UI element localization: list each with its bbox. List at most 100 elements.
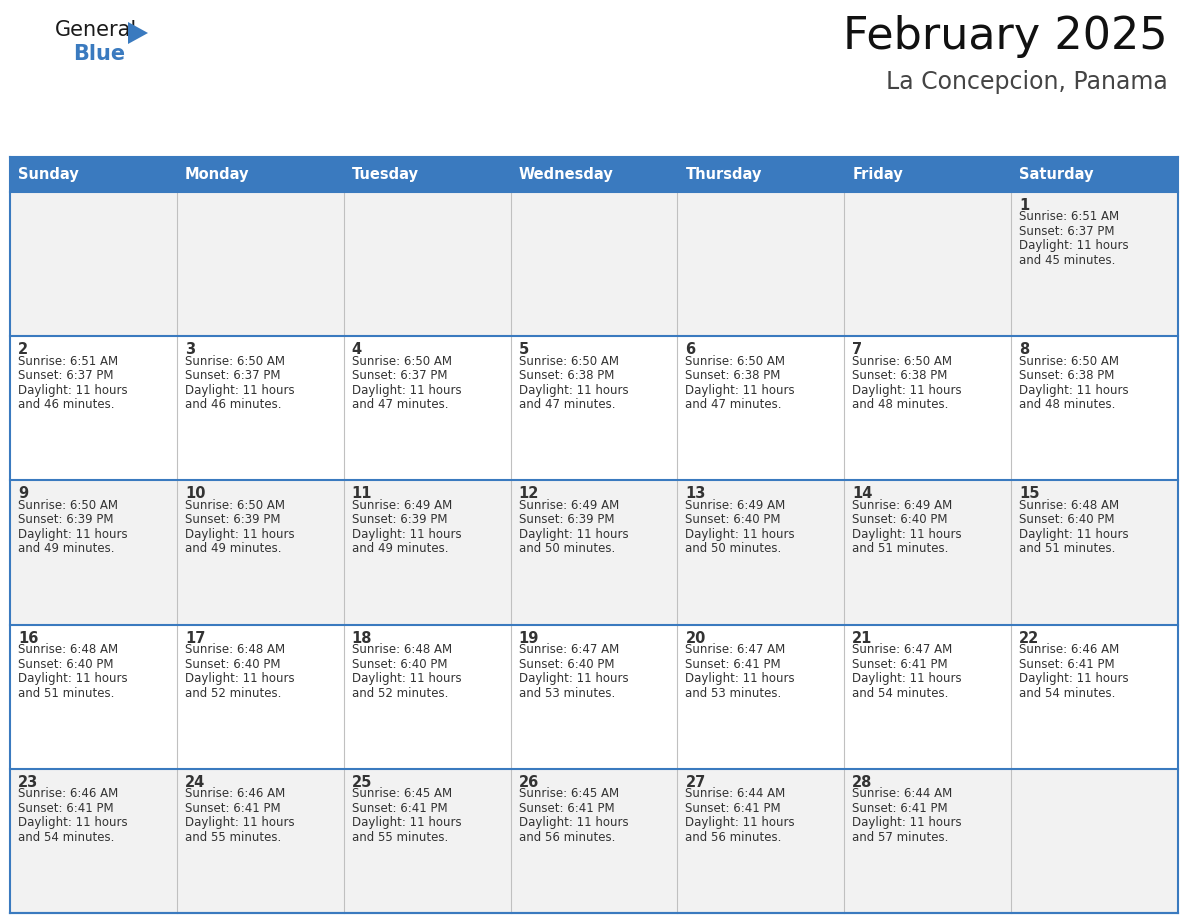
Text: Daylight: 11 hours: Daylight: 11 hours bbox=[352, 384, 461, 397]
Text: 3: 3 bbox=[185, 342, 195, 357]
Text: 19: 19 bbox=[519, 631, 539, 645]
Text: Sunrise: 6:50 AM: Sunrise: 6:50 AM bbox=[185, 354, 285, 368]
Text: and 56 minutes.: and 56 minutes. bbox=[519, 831, 615, 844]
Text: Daylight: 11 hours: Daylight: 11 hours bbox=[685, 672, 795, 685]
Text: Sunrise: 6:49 AM: Sunrise: 6:49 AM bbox=[352, 498, 451, 512]
Text: Sunset: 6:39 PM: Sunset: 6:39 PM bbox=[18, 513, 114, 526]
Text: Sunrise: 6:51 AM: Sunrise: 6:51 AM bbox=[18, 354, 118, 368]
Text: Daylight: 11 hours: Daylight: 11 hours bbox=[18, 384, 127, 397]
Text: 28: 28 bbox=[852, 775, 873, 789]
Text: Daylight: 11 hours: Daylight: 11 hours bbox=[185, 384, 295, 397]
Text: and 47 minutes.: and 47 minutes. bbox=[519, 398, 615, 411]
Text: Sunset: 6:38 PM: Sunset: 6:38 PM bbox=[852, 369, 948, 382]
Text: Daylight: 11 hours: Daylight: 11 hours bbox=[519, 384, 628, 397]
Text: Sunrise: 6:46 AM: Sunrise: 6:46 AM bbox=[18, 788, 119, 800]
Text: and 57 minutes.: and 57 minutes. bbox=[852, 831, 949, 844]
Text: Daylight: 11 hours: Daylight: 11 hours bbox=[852, 528, 962, 541]
Text: and 53 minutes.: and 53 minutes. bbox=[685, 687, 782, 700]
Text: Sunset: 6:40 PM: Sunset: 6:40 PM bbox=[519, 657, 614, 671]
Text: Sunset: 6:41 PM: Sunset: 6:41 PM bbox=[852, 801, 948, 815]
Text: Sunrise: 6:47 AM: Sunrise: 6:47 AM bbox=[685, 644, 785, 656]
Text: 16: 16 bbox=[18, 631, 38, 645]
Text: Daylight: 11 hours: Daylight: 11 hours bbox=[1019, 384, 1129, 397]
Text: Daylight: 11 hours: Daylight: 11 hours bbox=[852, 672, 962, 685]
Text: Sunrise: 6:50 AM: Sunrise: 6:50 AM bbox=[852, 354, 953, 368]
Text: Sunset: 6:41 PM: Sunset: 6:41 PM bbox=[1019, 657, 1114, 671]
Text: Sunset: 6:40 PM: Sunset: 6:40 PM bbox=[1019, 513, 1114, 526]
Text: Daylight: 11 hours: Daylight: 11 hours bbox=[685, 384, 795, 397]
Text: 10: 10 bbox=[185, 487, 206, 501]
Text: 22: 22 bbox=[1019, 631, 1040, 645]
Polygon shape bbox=[128, 22, 148, 44]
Text: and 49 minutes.: and 49 minutes. bbox=[185, 543, 282, 555]
Text: Sunset: 6:41 PM: Sunset: 6:41 PM bbox=[852, 657, 948, 671]
Text: 1: 1 bbox=[1019, 198, 1029, 213]
Text: Sunset: 6:37 PM: Sunset: 6:37 PM bbox=[185, 369, 280, 382]
Text: Sunrise: 6:50 AM: Sunrise: 6:50 AM bbox=[18, 498, 118, 512]
Text: Sunset: 6:41 PM: Sunset: 6:41 PM bbox=[18, 801, 114, 815]
Text: Sunset: 6:40 PM: Sunset: 6:40 PM bbox=[185, 657, 280, 671]
Text: Sunset: 6:40 PM: Sunset: 6:40 PM bbox=[852, 513, 948, 526]
Text: and 49 minutes.: and 49 minutes. bbox=[18, 543, 114, 555]
Text: and 55 minutes.: and 55 minutes. bbox=[185, 831, 282, 844]
Text: and 55 minutes.: and 55 minutes. bbox=[352, 831, 448, 844]
Text: 4: 4 bbox=[352, 342, 362, 357]
Text: Sunset: 6:41 PM: Sunset: 6:41 PM bbox=[185, 801, 280, 815]
Text: Sunset: 6:37 PM: Sunset: 6:37 PM bbox=[18, 369, 114, 382]
Text: Sunrise: 6:48 AM: Sunrise: 6:48 AM bbox=[1019, 498, 1119, 512]
Text: Sunset: 6:39 PM: Sunset: 6:39 PM bbox=[185, 513, 280, 526]
Text: Thursday: Thursday bbox=[685, 167, 762, 182]
Text: General: General bbox=[55, 20, 138, 40]
Text: Sunset: 6:41 PM: Sunset: 6:41 PM bbox=[685, 657, 781, 671]
Text: Monday: Monday bbox=[185, 167, 249, 182]
Text: Sunrise: 6:47 AM: Sunrise: 6:47 AM bbox=[519, 644, 619, 656]
Text: Sunset: 6:37 PM: Sunset: 6:37 PM bbox=[352, 369, 447, 382]
Text: Daylight: 11 hours: Daylight: 11 hours bbox=[1019, 672, 1129, 685]
Text: Sunset: 6:40 PM: Sunset: 6:40 PM bbox=[685, 513, 781, 526]
Bar bbox=[10, 157, 1178, 192]
Text: Daylight: 11 hours: Daylight: 11 hours bbox=[185, 816, 295, 829]
Text: 8: 8 bbox=[1019, 342, 1029, 357]
Text: and 51 minutes.: and 51 minutes. bbox=[1019, 543, 1116, 555]
Text: Sunrise: 6:50 AM: Sunrise: 6:50 AM bbox=[1019, 354, 1119, 368]
Text: and 48 minutes.: and 48 minutes. bbox=[852, 398, 949, 411]
Text: 23: 23 bbox=[18, 775, 38, 789]
Text: Sunrise: 6:49 AM: Sunrise: 6:49 AM bbox=[519, 498, 619, 512]
Text: Sunrise: 6:51 AM: Sunrise: 6:51 AM bbox=[1019, 210, 1119, 223]
Text: Sunrise: 6:47 AM: Sunrise: 6:47 AM bbox=[852, 644, 953, 656]
Text: 7: 7 bbox=[852, 342, 862, 357]
Text: 17: 17 bbox=[185, 631, 206, 645]
Text: 6: 6 bbox=[685, 342, 695, 357]
Text: Sunrise: 6:50 AM: Sunrise: 6:50 AM bbox=[352, 354, 451, 368]
Text: Sunrise: 6:50 AM: Sunrise: 6:50 AM bbox=[685, 354, 785, 368]
Text: Sunrise: 6:46 AM: Sunrise: 6:46 AM bbox=[1019, 644, 1119, 656]
Text: and 51 minutes.: and 51 minutes. bbox=[18, 687, 114, 700]
Text: 11: 11 bbox=[352, 487, 372, 501]
Text: 27: 27 bbox=[685, 775, 706, 789]
Text: Daylight: 11 hours: Daylight: 11 hours bbox=[685, 528, 795, 541]
Text: Sunrise: 6:45 AM: Sunrise: 6:45 AM bbox=[519, 788, 619, 800]
Text: and 52 minutes.: and 52 minutes. bbox=[185, 687, 282, 700]
Text: and 48 minutes.: and 48 minutes. bbox=[1019, 398, 1116, 411]
Text: Sunrise: 6:44 AM: Sunrise: 6:44 AM bbox=[852, 788, 953, 800]
Text: and 54 minutes.: and 54 minutes. bbox=[18, 831, 114, 844]
Text: Daylight: 11 hours: Daylight: 11 hours bbox=[18, 528, 127, 541]
Text: Sunset: 6:38 PM: Sunset: 6:38 PM bbox=[685, 369, 781, 382]
Text: 12: 12 bbox=[519, 487, 539, 501]
Bar bbox=[10, 192, 1178, 336]
Text: Daylight: 11 hours: Daylight: 11 hours bbox=[852, 384, 962, 397]
Text: February 2025: February 2025 bbox=[843, 15, 1168, 58]
Text: Sunrise: 6:44 AM: Sunrise: 6:44 AM bbox=[685, 788, 785, 800]
Text: 20: 20 bbox=[685, 631, 706, 645]
Text: Sunrise: 6:50 AM: Sunrise: 6:50 AM bbox=[519, 354, 619, 368]
Text: Daylight: 11 hours: Daylight: 11 hours bbox=[685, 816, 795, 829]
Text: Sunset: 6:38 PM: Sunset: 6:38 PM bbox=[519, 369, 614, 382]
Text: Daylight: 11 hours: Daylight: 11 hours bbox=[352, 672, 461, 685]
Text: and 54 minutes.: and 54 minutes. bbox=[1019, 687, 1116, 700]
Text: Sunrise: 6:49 AM: Sunrise: 6:49 AM bbox=[852, 498, 953, 512]
Text: and 52 minutes.: and 52 minutes. bbox=[352, 687, 448, 700]
Text: La Concepcion, Panama: La Concepcion, Panama bbox=[886, 70, 1168, 94]
Text: and 56 minutes.: and 56 minutes. bbox=[685, 831, 782, 844]
Text: Saturday: Saturday bbox=[1019, 167, 1094, 182]
Bar bbox=[10, 624, 1178, 768]
